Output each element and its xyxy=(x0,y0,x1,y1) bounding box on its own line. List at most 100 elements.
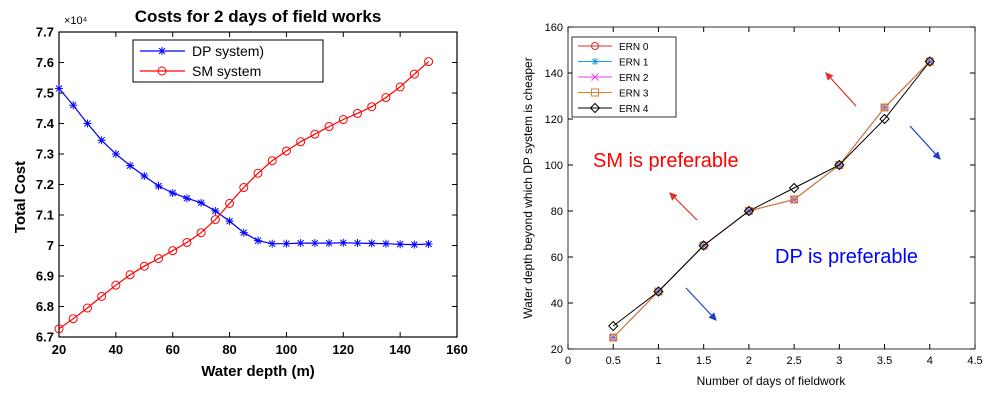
left-legend-label-1: SM system xyxy=(192,63,261,79)
right-ytick-label: 80 xyxy=(551,206,563,218)
right-ytick-label: 160 xyxy=(545,22,563,34)
right-ytick-label: 60 xyxy=(551,252,563,264)
right-series-4-point xyxy=(698,240,709,251)
right-ytick-label: 140 xyxy=(545,68,563,80)
right-xtick-label: 2.5 xyxy=(786,355,801,367)
chart-left: Costs for 2 days of field works ×10⁴ 20 4… xyxy=(12,7,468,380)
annotation-sm-preferable: SM is preferable xyxy=(593,150,739,172)
right-series-4-point xyxy=(788,182,800,194)
left-series-line-1 xyxy=(58,61,429,330)
right-series-3-point xyxy=(654,287,663,296)
right-legend: ERN 0 ERN 1 ERN 2 ERN 3 ERN 4 xyxy=(571,36,677,118)
left-ytick-label: 7.2 xyxy=(36,177,54,192)
left-series-1-point xyxy=(154,254,163,264)
left-ytick-label: 7.1 xyxy=(36,208,54,223)
left-ytick-label: 6.8 xyxy=(36,299,54,314)
left-xtick-label: 160 xyxy=(446,342,468,357)
left-series-1-point xyxy=(210,215,220,225)
right-series-4-point xyxy=(834,159,845,171)
left-legend-label-0: DP system) xyxy=(192,43,264,59)
left-legend-marker-0 xyxy=(158,47,166,55)
left-exponent-label: ×10⁴ xyxy=(64,15,88,27)
arrow-down-right-top xyxy=(909,125,941,160)
left-series-0-point xyxy=(126,161,135,170)
right-ylabel: Water depth beyond which DP system is ch… xyxy=(521,57,535,318)
left-xtick-label: 80 xyxy=(222,342,236,357)
arrow-up-left-middle xyxy=(669,192,698,221)
left-series-1-point xyxy=(196,228,206,238)
left-xtick-label: 60 xyxy=(165,342,179,357)
left-series-0-point xyxy=(353,239,362,248)
left-series-0-point xyxy=(140,171,149,180)
left-series-0-point xyxy=(339,238,348,247)
left-legend-marker-1 xyxy=(157,66,167,76)
left-series-0-point xyxy=(325,239,334,248)
left-series-1-point xyxy=(182,237,192,247)
left-series-0-point xyxy=(97,136,106,145)
left-ytick-label: 7.4 xyxy=(36,116,55,131)
left-series-0-point xyxy=(83,119,92,128)
right-series-4-point xyxy=(924,56,935,67)
left-ytick-label: 7.7 xyxy=(36,25,54,40)
right-series-3-point xyxy=(880,103,889,112)
left-series-0-point xyxy=(381,239,390,248)
left-series-0-point xyxy=(211,207,220,216)
left-series-0-point xyxy=(396,240,405,249)
left-series-0-point xyxy=(154,182,163,191)
left-series-1-point xyxy=(296,137,306,147)
left-series-1-point xyxy=(381,93,391,103)
left-series-1-point xyxy=(168,246,178,256)
left-series-0-point xyxy=(225,217,234,226)
arrow-up-left-top xyxy=(825,72,857,107)
left-series-1-point xyxy=(239,183,249,193)
left-ytick-label: 6.7 xyxy=(36,330,54,345)
chart-right: 0 0.5 1 1.5 2 2.5 3 3.5 4 4.5 20 40 60 80 100 120 140 160… xyxy=(521,22,983,388)
left-series-1-point xyxy=(395,82,405,92)
left-series-0-point xyxy=(282,239,291,248)
right-xtick-label: 4.5 xyxy=(967,355,982,367)
right-legend-marker-1 xyxy=(591,58,599,65)
right-legend-marker-4 xyxy=(589,102,601,114)
right-series-3-point xyxy=(699,241,708,250)
left-series-1-point xyxy=(253,168,263,178)
left-series-1-point xyxy=(267,156,277,166)
right-series-3-point xyxy=(925,57,934,66)
left-plot-area: 20 40 60 80 100 120 140 160 6.7 6.8 6.9 7 7.1 7.2 7.3 7… xyxy=(36,25,468,357)
left-series-1-point xyxy=(409,69,419,79)
left-series-1-point xyxy=(68,314,78,324)
right-ytick-label: 40 xyxy=(551,298,563,310)
right-series-4-point xyxy=(743,205,755,217)
right-series-3-point xyxy=(609,333,618,342)
left-series-0-point xyxy=(182,194,191,203)
left-series-1-point xyxy=(353,108,362,118)
right-xtick-label: 4 xyxy=(927,355,933,367)
left-xtick-label: 20 xyxy=(52,342,66,357)
right-series-3-point xyxy=(790,195,799,204)
left-series-1-point xyxy=(338,115,348,125)
left-series-0-point xyxy=(367,239,376,248)
left-series-0-point xyxy=(424,239,433,248)
left-series-1-point xyxy=(125,270,135,280)
left-title: Costs for 2 days of field works xyxy=(135,7,382,26)
right-ytick-label: 100 xyxy=(545,160,563,172)
right-legend-label-4: ERN 4 xyxy=(619,104,649,115)
right-series-line-4 xyxy=(612,61,931,327)
right-series-4-point xyxy=(653,286,664,297)
right-legend-label-0: ERN 0 xyxy=(619,42,649,53)
left-series-0-point xyxy=(239,228,248,237)
right-series-3-point xyxy=(744,207,753,215)
left-series-0-point xyxy=(55,84,63,93)
annotation-arrows xyxy=(669,72,941,321)
left-series-0-point xyxy=(111,150,120,158)
right-legend-marker-3 xyxy=(591,88,599,97)
left-series-1-point xyxy=(424,57,434,67)
right-series-4-point xyxy=(879,113,890,125)
right-legend-marker-2 xyxy=(591,73,599,81)
left-series-1-point xyxy=(82,303,92,313)
right-xtick-label: 3.5 xyxy=(877,355,892,367)
left-series-1-point xyxy=(111,280,121,290)
left-series-1-point xyxy=(139,261,149,271)
left-xtick-label: 120 xyxy=(332,342,354,357)
left-ytick-label: 6.9 xyxy=(36,269,54,284)
